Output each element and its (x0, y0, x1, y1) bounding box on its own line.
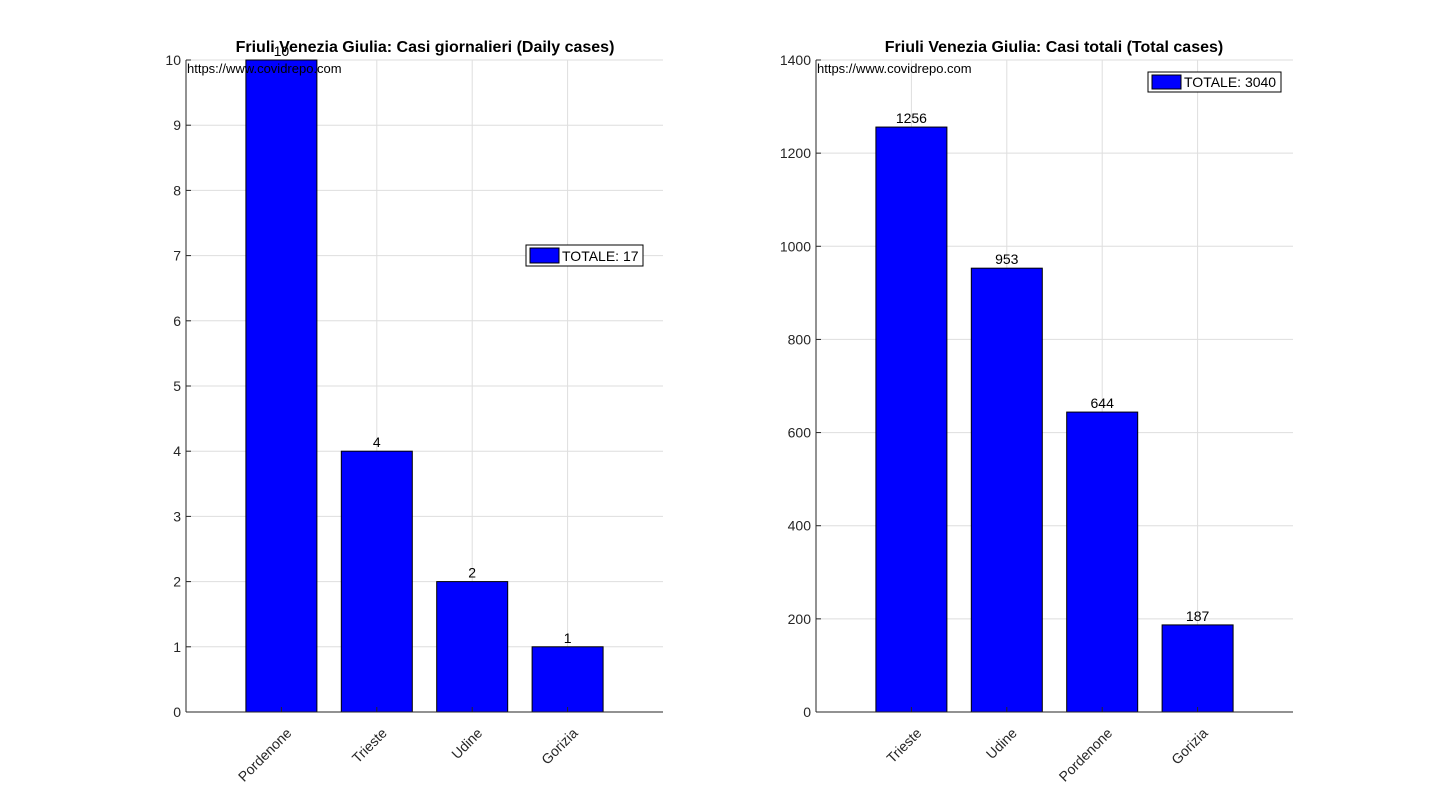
chart-title: Friuli Venezia Giulia: Casi giornalieri … (236, 39, 615, 56)
legend: TOTALE: 17 (525, 244, 644, 267)
bar (436, 581, 509, 713)
legend-label: TOTALE: 17 (562, 248, 639, 264)
x-tick-label: Pordenone (235, 725, 295, 785)
data-label: 644 (1091, 395, 1115, 411)
data-label: 2 (468, 565, 476, 581)
data-label: 1256 (896, 110, 927, 126)
data-label: 953 (995, 251, 1019, 267)
x-tick-label: Udine (983, 725, 1020, 762)
y-tick-label: 5 (173, 378, 181, 394)
bar (531, 646, 604, 713)
y-tick-label: 4 (173, 443, 181, 459)
y-tick-label: 10 (165, 52, 181, 68)
x-tick-label: Gorizia (1168, 725, 1211, 768)
bar (340, 450, 413, 713)
y-tick-label: 6 (173, 313, 181, 329)
chart-total-cases: 1256 953 644 187 0 200 400 600 800 1000 1200 1400 T… (780, 39, 1293, 785)
legend-label: TOTALE: 3040 (1184, 74, 1276, 90)
bar (1066, 411, 1139, 713)
y-tick-label: 0 (173, 704, 181, 720)
legend: TOTALE: 3040 (1147, 71, 1282, 93)
y-tick-label: 1 (173, 639, 181, 655)
y-tick-label: 7 (173, 248, 181, 264)
chart-title: Friuli Venezia Giulia: Casi totali (Tota… (885, 39, 1223, 56)
y-tick-label: 3 (173, 508, 181, 524)
y-tick-label: 200 (788, 611, 812, 627)
bar (970, 267, 1043, 713)
x-tick-label: Udine (448, 725, 485, 762)
y-tick-label: 1000 (780, 238, 811, 254)
y-tick-label: 8 (173, 182, 181, 198)
legend-swatch (529, 247, 560, 264)
data-label: 4 (373, 434, 381, 450)
watermark-text: https://www.covidrepo.com (817, 61, 972, 76)
y-tick-label: 1200 (780, 145, 811, 161)
bar (875, 126, 948, 713)
x-tick-label: Gorizia (538, 725, 581, 768)
bars: 10 4 2 1 (245, 43, 604, 713)
x-tick-label: Trieste (883, 725, 924, 766)
bar (1161, 624, 1234, 713)
bar (245, 59, 318, 713)
x-tick-label: Pordenone (1056, 725, 1116, 785)
y-tick-label: 800 (788, 331, 812, 347)
y-tick-label: 0 (803, 704, 811, 720)
bars: 1256 953 644 187 (875, 110, 1234, 713)
y-tick-label: 400 (788, 518, 812, 534)
y-tick-label: 1400 (780, 52, 811, 68)
data-label: 187 (1186, 608, 1210, 624)
y-tick-label: 600 (788, 425, 812, 441)
watermark-text: https://www.covidrepo.com (187, 61, 342, 76)
y-tick-label: 2 (173, 574, 181, 590)
chart-daily-cases: 10 4 2 1 0 1 2 3 4 5 6 7 8 9 10 Pordenone Trieste Udine G… (165, 39, 663, 785)
x-tick-label: Trieste (349, 725, 390, 766)
data-label: 10 (274, 43, 290, 59)
legend-swatch (1151, 74, 1182, 90)
data-label: 1 (564, 630, 572, 646)
y-tick-label: 9 (173, 117, 181, 133)
